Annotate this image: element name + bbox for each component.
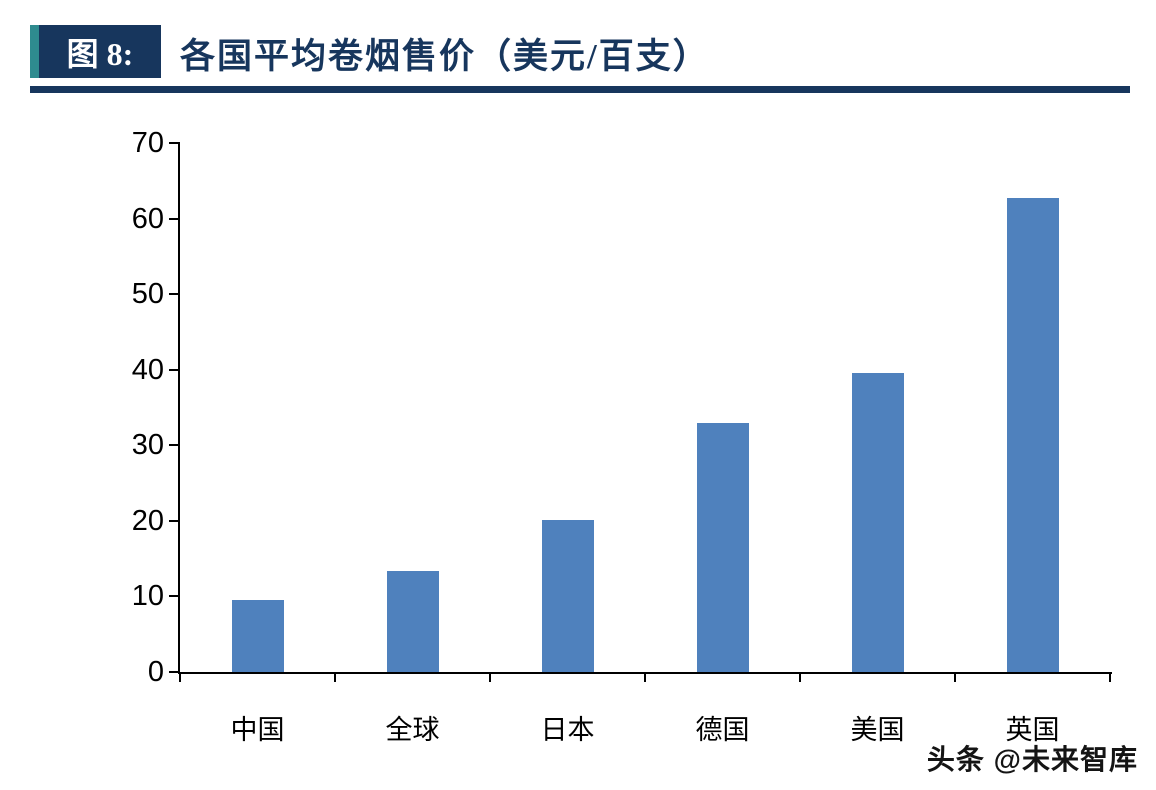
y-tick-label: 10 bbox=[131, 580, 164, 613]
y-axis-tick bbox=[169, 595, 180, 598]
y-axis-tick bbox=[169, 671, 180, 673]
x-axis-tick bbox=[334, 672, 336, 682]
x-axis-tick bbox=[179, 672, 181, 682]
y-axis-tick bbox=[169, 368, 180, 371]
x-axis-tick bbox=[644, 672, 646, 682]
y-tick-label: 40 bbox=[131, 353, 164, 386]
figure-label-box: 图 8: bbox=[39, 25, 161, 78]
category-label: 日本 bbox=[540, 715, 595, 745]
category-label: 全球 bbox=[385, 715, 440, 745]
y-tick-label: 70 bbox=[131, 127, 164, 159]
figure-title: 各国平均卷烟售价（美元/百支） bbox=[180, 36, 710, 76]
y-axis-tick bbox=[169, 444, 180, 447]
x-axis-tick bbox=[1109, 672, 1111, 682]
bar bbox=[231, 600, 284, 672]
bar bbox=[851, 373, 904, 672]
x-axis-tick bbox=[954, 672, 956, 682]
figure-label: 图 8: bbox=[66, 35, 134, 72]
y-axis-line bbox=[178, 143, 180, 674]
x-axis-tick bbox=[799, 672, 801, 682]
y-axis-tick bbox=[169, 217, 180, 220]
category-label: 中国 bbox=[230, 715, 285, 745]
y-axis-tick bbox=[169, 293, 180, 296]
x-axis-tick bbox=[489, 672, 491, 682]
watermark: 头条 @未来智库 bbox=[926, 744, 1138, 775]
bar bbox=[1006, 198, 1059, 672]
y-axis-tick bbox=[169, 519, 180, 522]
y-tick-label: 60 bbox=[131, 202, 164, 235]
category-label: 英国 bbox=[1005, 715, 1060, 745]
category-label: 美国 bbox=[850, 715, 905, 745]
category-label: 德国 bbox=[695, 715, 750, 745]
bar bbox=[541, 520, 594, 672]
header-divider bbox=[30, 86, 1130, 93]
y-axis-tick bbox=[169, 142, 180, 144]
y-tick-label: 50 bbox=[131, 278, 164, 311]
bar bbox=[696, 422, 749, 672]
y-tick-label: 0 bbox=[147, 656, 164, 688]
y-tick-label: 20 bbox=[131, 504, 164, 537]
figure-label-accent bbox=[30, 25, 39, 78]
bar bbox=[386, 571, 439, 672]
y-tick-label: 30 bbox=[131, 429, 164, 462]
